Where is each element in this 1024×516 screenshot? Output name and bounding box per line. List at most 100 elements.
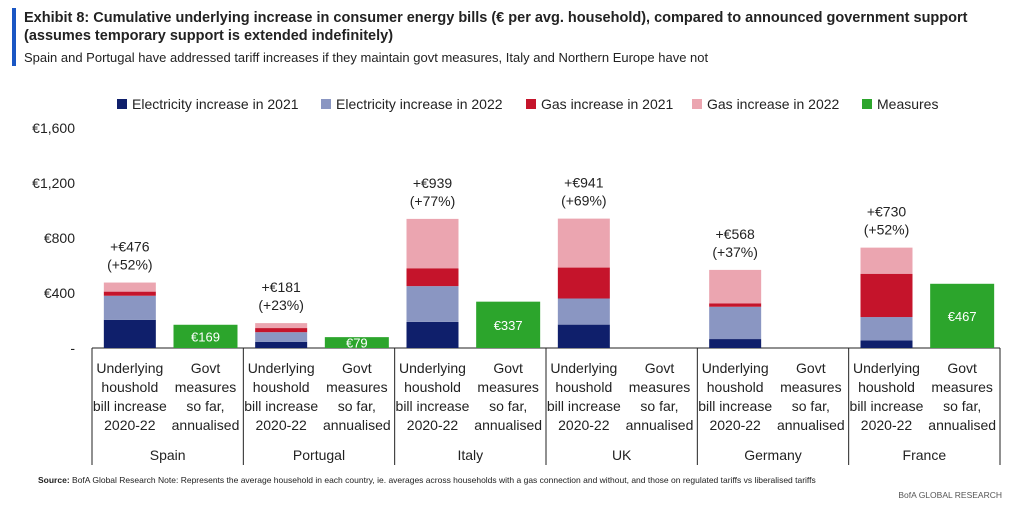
bar-gas-increase-in-2021 xyxy=(406,268,459,287)
bar-electricity-increase-in-2021 xyxy=(406,321,459,348)
bar-electricity-increase-in-2021 xyxy=(255,341,308,348)
measures-category-label: Govt xyxy=(342,360,372,376)
underlying-category-label: houshold xyxy=(858,379,915,395)
measures-category-label: measures xyxy=(175,379,236,395)
source-note: Source: BofA Global Research Note: Repre… xyxy=(38,475,816,485)
measures-category-label: Govt xyxy=(191,360,221,376)
bar-measures xyxy=(930,283,995,348)
underlying-category-label: Underlying xyxy=(96,360,163,376)
measures-value-label: €79 xyxy=(346,336,368,351)
bar-total-label: +€476 xyxy=(110,239,150,255)
measures-category-label: annualised xyxy=(323,417,391,433)
measures-category-label: so far, xyxy=(489,398,527,414)
bar-gas-increase-in-2022 xyxy=(406,218,459,269)
bar-percent-label: (+69%) xyxy=(561,193,607,209)
measures-category-label: measures xyxy=(629,379,690,395)
country-label: France xyxy=(903,447,947,463)
legend-swatch xyxy=(321,99,331,109)
measures-category-label: annualised xyxy=(626,417,694,433)
legend-swatch xyxy=(862,99,872,109)
country-label: Italy xyxy=(457,447,483,463)
legend-swatch xyxy=(692,99,702,109)
bar-measures xyxy=(324,337,389,348)
underlying-category-label: houshold xyxy=(101,379,158,395)
bar-electricity-increase-in-2022 xyxy=(709,306,762,340)
bar-total-label: +€939 xyxy=(413,175,453,191)
measures-category-label: Govt xyxy=(645,360,675,376)
bar-total-label: +€730 xyxy=(867,204,907,220)
title-accent-bar xyxy=(12,8,16,66)
underlying-category-label: Underlying xyxy=(399,360,466,376)
y-tick-label: €1,600 xyxy=(32,120,75,136)
bar-electricity-increase-in-2022 xyxy=(255,332,308,342)
country-label: UK xyxy=(612,447,632,463)
legend-label: Electricity increase in 2021 xyxy=(132,96,299,112)
bar-electricity-increase-in-2022 xyxy=(860,317,913,341)
country-label: Portugal xyxy=(293,447,345,463)
bar-total-label: +€181 xyxy=(262,279,302,295)
underlying-category-label: houshold xyxy=(707,379,764,395)
measures-category-label: Govt xyxy=(796,360,826,376)
country-label: Germany xyxy=(744,447,802,463)
y-tick-label: €1,200 xyxy=(32,175,75,191)
y-tick-label: €800 xyxy=(44,230,75,246)
legend-label: Gas increase in 2022 xyxy=(707,96,840,112)
measures-category-label: so far, xyxy=(943,398,981,414)
bar-gas-increase-in-2022 xyxy=(255,323,308,329)
bar-gas-increase-in-2021 xyxy=(709,303,762,307)
legend-swatch xyxy=(117,99,127,109)
measures-category-label: so far, xyxy=(186,398,224,414)
bar-percent-label: (+23%) xyxy=(258,297,304,313)
legend-label: Gas increase in 2021 xyxy=(541,96,674,112)
underlying-category-label: bill increase xyxy=(698,398,772,414)
measures-value-label: €467 xyxy=(948,309,977,324)
bar-gas-increase-in-2022 xyxy=(709,269,762,304)
bar-electricity-increase-in-2022 xyxy=(406,286,459,322)
legend-swatch xyxy=(526,99,536,109)
underlying-category-label: houshold xyxy=(404,379,461,395)
bar-gas-increase-in-2022 xyxy=(557,218,610,268)
underlying-category-label: 2020-22 xyxy=(558,417,610,433)
brand-label: BofA GLOBAL RESEARCH xyxy=(898,490,1002,500)
bar-electricity-increase-in-2022 xyxy=(557,298,610,325)
source-text: BofA Global Research Note: Represents th… xyxy=(72,475,816,485)
underlying-category-label: 2020-22 xyxy=(104,417,156,433)
bar-gas-increase-in-2021 xyxy=(255,328,308,333)
measures-category-label: so far, xyxy=(338,398,376,414)
bar-electricity-increase-in-2021 xyxy=(557,324,610,348)
underlying-category-label: bill increase xyxy=(244,398,318,414)
underlying-category-label: 2020-22 xyxy=(255,417,307,433)
bar-total-label: +€941 xyxy=(564,175,604,191)
underlying-category-label: Underlying xyxy=(853,360,920,376)
chart-subtitle: Spain and Portugal have addressed tariff… xyxy=(24,50,709,65)
bar-measures xyxy=(476,301,541,348)
y-tick-label: - xyxy=(70,340,75,356)
measures-value-label: €169 xyxy=(191,329,220,344)
legend-label: Measures xyxy=(877,96,938,112)
measures-category-label: measures xyxy=(931,379,992,395)
measures-category-label: annualised xyxy=(172,417,240,433)
underlying-category-label: 2020-22 xyxy=(407,417,459,433)
underlying-category-label: bill increase xyxy=(396,398,470,414)
measures-category-label: measures xyxy=(780,379,841,395)
bar-gas-increase-in-2021 xyxy=(103,291,156,296)
y-tick-label: €400 xyxy=(44,285,75,301)
bar-measures xyxy=(173,324,238,348)
bar-percent-label: (+52%) xyxy=(864,222,910,238)
bar-percent-label: (+77%) xyxy=(410,193,456,209)
measures-category-label: measures xyxy=(477,379,538,395)
measures-category-label: Govt xyxy=(493,360,523,376)
underlying-category-label: 2020-22 xyxy=(861,417,913,433)
bar-gas-increase-in-2022 xyxy=(103,282,156,292)
bar-gas-increase-in-2021 xyxy=(557,267,610,299)
stacked-bar-chart: - €400 €800 €1,200 €1,600 Electricity increas… xyxy=(32,96,1001,465)
underlying-category-label: bill increase xyxy=(850,398,924,414)
underlying-category-label: bill increase xyxy=(93,398,167,414)
measures-category-label: Govt xyxy=(947,360,977,376)
measures-category-label: measures xyxy=(326,379,387,395)
underlying-category-label: houshold xyxy=(555,379,612,395)
measures-category-label: annualised xyxy=(474,417,542,433)
bar-electricity-increase-in-2021 xyxy=(709,339,762,348)
bar-percent-label: (+37%) xyxy=(712,244,758,260)
bar-percent-label: (+52%) xyxy=(107,257,153,273)
